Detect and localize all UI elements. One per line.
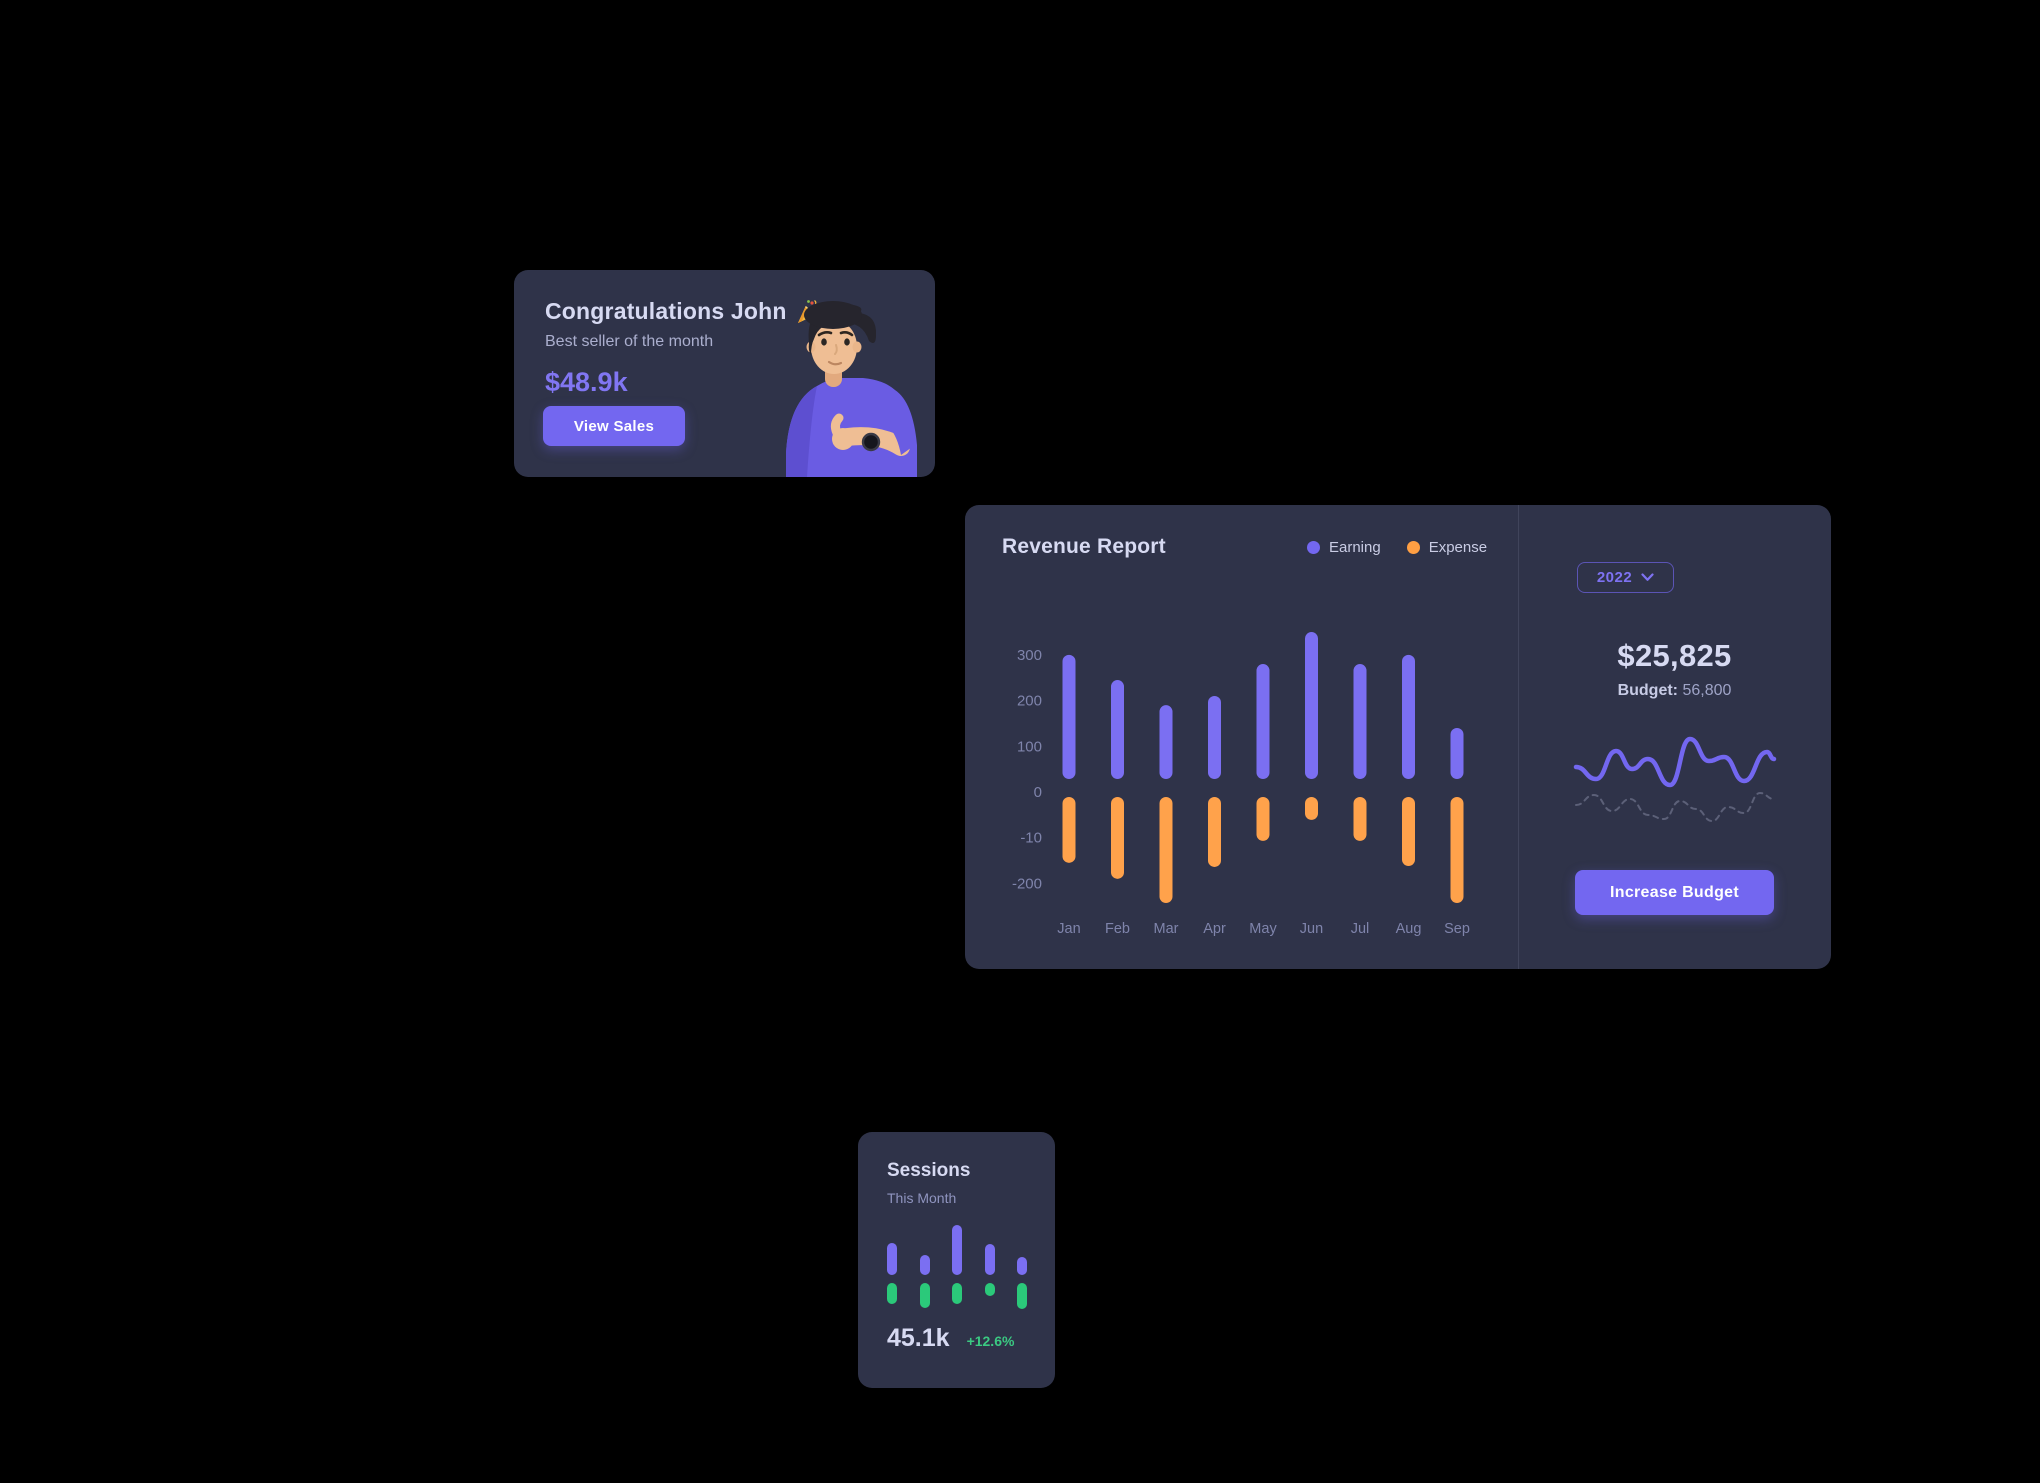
x-axis-month-label: Apr [1203, 921, 1226, 937]
legend-item-earning[interactable]: Earning [1307, 539, 1381, 556]
earning-bar-aug [1402, 654, 1415, 779]
sparkline-budget-line [1575, 791, 1775, 823]
expense-bar-aug [1402, 797, 1415, 867]
y-axis-tick-label: 200 [1017, 693, 1042, 710]
earning-dot-icon [1307, 541, 1320, 554]
chevron-down-icon [1641, 573, 1654, 581]
vertical-divider [1518, 505, 1519, 969]
x-axis-month-label: Jan [1057, 921, 1080, 937]
sessions-lower-bar [952, 1283, 962, 1304]
legend-label-earning: Earning [1329, 539, 1381, 556]
earning-bar-mar [1159, 705, 1173, 779]
sessions-upper-bar [1017, 1257, 1027, 1275]
year-selector-value: 2022 [1596, 569, 1633, 586]
y-axis-tick-label: -10 [1020, 830, 1042, 847]
revenue-budget-line: Budget: 56,800 [1518, 682, 1831, 700]
congratulations-title: Congratulations John [545, 298, 787, 324]
x-axis-month-label: May [1249, 921, 1277, 937]
expense-dot-icon [1406, 541, 1420, 554]
y-axis-tick-label: 300 [1017, 647, 1042, 664]
revenue-total: $25,825 [1617, 638, 1732, 673]
expense-bar-feb [1111, 797, 1124, 879]
expense-bar-jul [1353, 797, 1367, 841]
expense-bar-sep [1450, 797, 1464, 904]
earning-bar-sep [1450, 728, 1464, 779]
sessions-title: Sessions [887, 1160, 971, 1181]
sessions-subtitle: This Month [887, 1190, 957, 1206]
increase-budget-button[interactable]: Increase Budget [1575, 870, 1774, 915]
x-axis-month-label: Feb [1105, 921, 1130, 937]
sessions-value-row: 45.1k +12.6% [887, 1324, 1014, 1353]
budget-label: Budget: [1617, 682, 1679, 699]
x-axis-month-label: Aug [1396, 921, 1422, 937]
expense-bar-mar [1159, 797, 1173, 904]
sessions-lower-bar [1017, 1283, 1027, 1309]
sessions-card: Sessions This Month 45.1k +12.6% [858, 1132, 1055, 1388]
earning-bar-jun [1305, 632, 1318, 779]
view-sales-button[interactable]: View Sales [543, 406, 685, 446]
earning-bar-apr [1208, 696, 1221, 779]
sessions-upper-bar [887, 1243, 897, 1275]
y-axis-tick-label: 100 [1017, 738, 1042, 755]
sessions-upper-bar [920, 1255, 930, 1275]
expense-bar-jun [1305, 797, 1318, 820]
earning-bar-jan [1062, 654, 1076, 779]
sessions-upper-bar [985, 1244, 995, 1275]
year-selector-dropdown[interactable]: 2022 [1577, 562, 1674, 593]
sparkline-actual-line [1573, 736, 1777, 788]
person-illustration [786, 301, 917, 477]
expense-bar-jan [1062, 797, 1076, 863]
budget-sparkline-chart [1573, 736, 1777, 823]
sessions-lower-bar [887, 1283, 897, 1304]
budget-value: 56,800 [1682, 682, 1732, 699]
congratulations-card: Congratulations John Best seller of the … [514, 270, 935, 477]
earning-bar-feb [1111, 680, 1124, 779]
congratulations-subtitle: Best seller of the month [545, 333, 714, 350]
revenue-report-card: Revenue Report Earning Expense 300 200 100… [965, 505, 1831, 969]
expense-bar-may [1256, 797, 1270, 841]
chart-legend: Earning Expense [1307, 539, 1487, 556]
x-axis-month-label: Mar [1154, 921, 1179, 937]
x-axis-month-label: Jun [1300, 921, 1323, 937]
y-axis-tick-label: -200 [1012, 875, 1042, 892]
revenue-bar-chart: 300 200 100 0 -10 -200 Jan Feb Mar Apr May Jun Jul Au… [1012, 632, 1470, 937]
y-axis-tick-label: 0 [1034, 784, 1042, 801]
sessions-lower-bar [920, 1283, 930, 1308]
sessions-value: 45.1k [887, 1324, 950, 1352]
sessions-lower-bar [985, 1283, 995, 1296]
congratulations-amount: $48.9k [545, 367, 628, 397]
x-axis-month-label: Jul [1351, 921, 1370, 937]
revenue-report-title: Revenue Report [1002, 535, 1166, 558]
legend-item-expense[interactable]: Expense [1406, 539, 1488, 556]
expense-bar-apr [1208, 797, 1221, 867]
sessions-mini-chart [887, 1225, 1027, 1309]
sessions-upper-bar [952, 1225, 962, 1275]
legend-label-expense: Expense [1428, 539, 1488, 556]
sessions-delta-badge: +12.6% [966, 1333, 1015, 1349]
earning-bar-jul [1353, 664, 1367, 779]
earning-bar-may [1256, 664, 1270, 779]
x-axis-month-label: Sep [1444, 921, 1470, 937]
